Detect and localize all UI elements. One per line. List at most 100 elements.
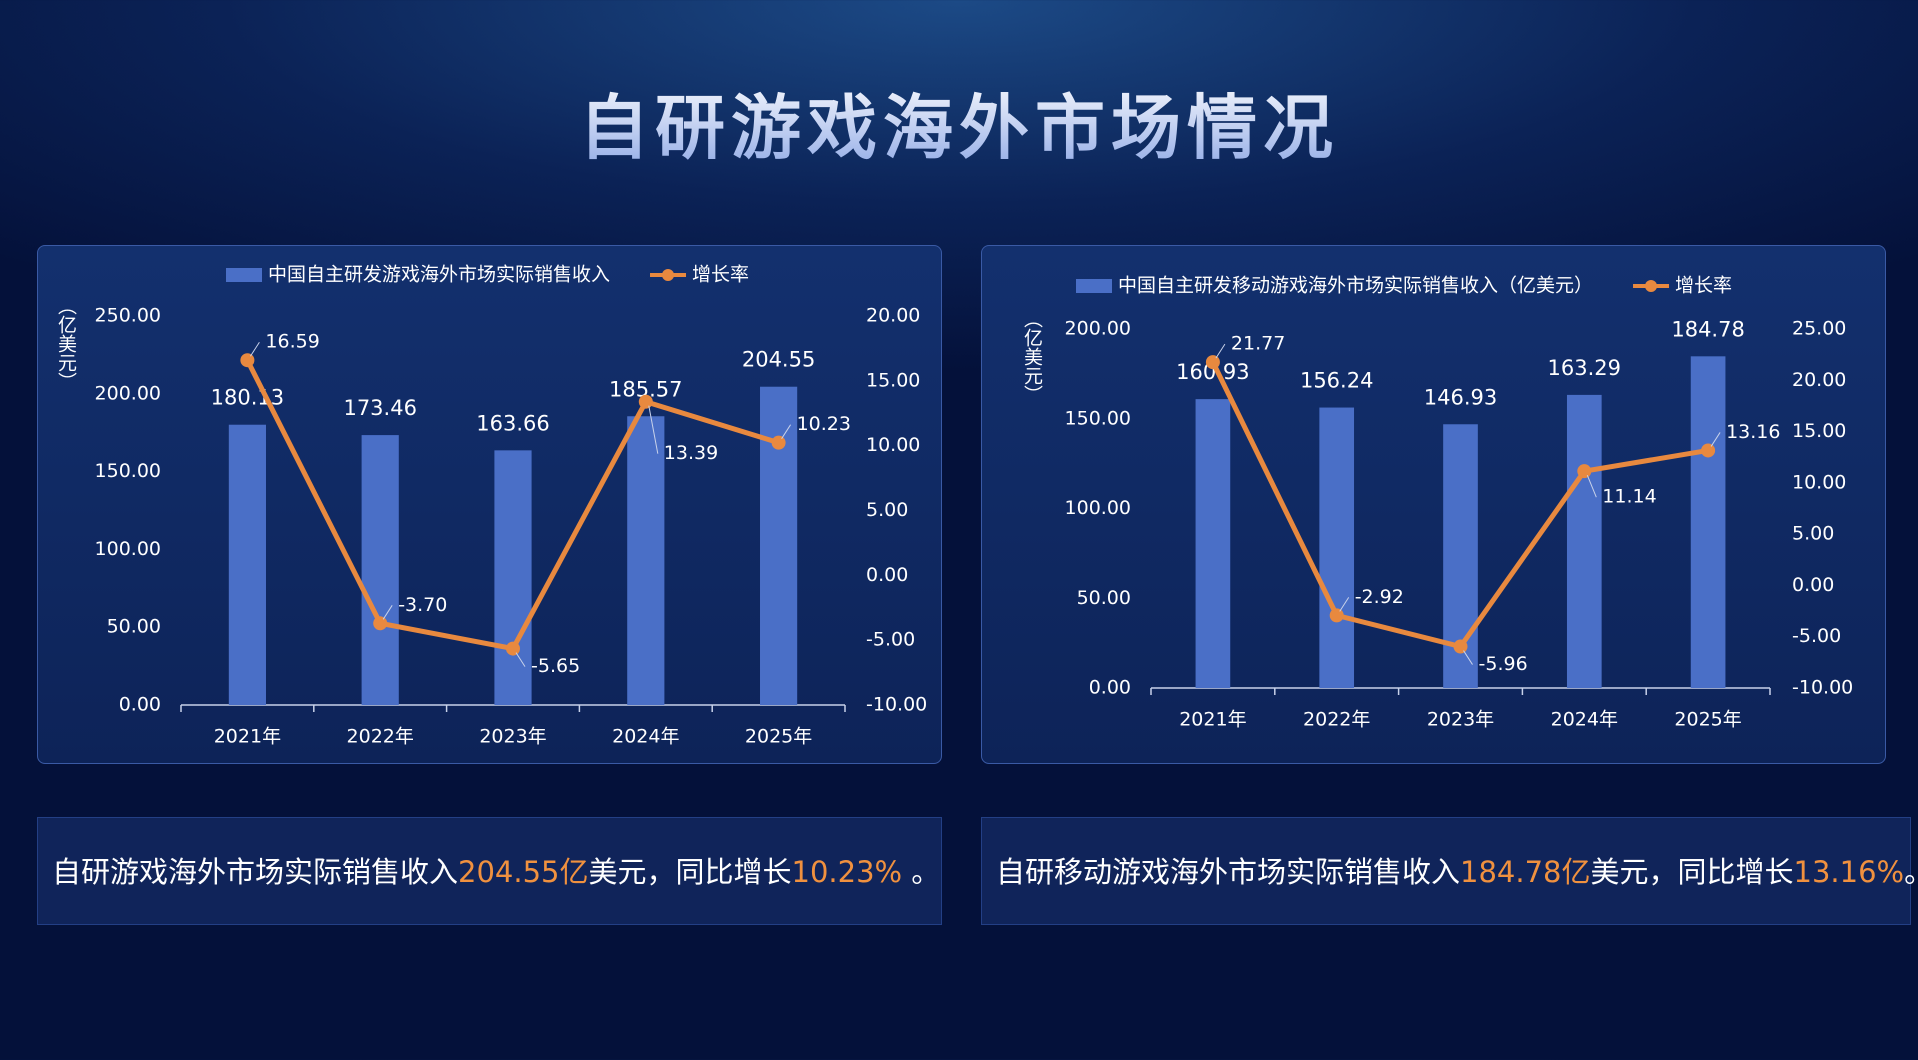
growth-value-label: -5.96 (1479, 653, 1528, 675)
y2-tick-label: 5.00 (866, 499, 908, 521)
y2-tick-label: 15.00 (866, 369, 920, 391)
growth-value-label: 13.16 (1726, 421, 1780, 443)
y2-tick-label: 15.00 (1792, 420, 1846, 442)
legend-swatch (1645, 280, 1658, 292)
y-tick-label: 100.00 (1065, 497, 1131, 519)
bar (1690, 356, 1726, 688)
y2-tick-label: -5.00 (866, 629, 915, 651)
chart: （亿美元） 0.00 50.00 100.00 150.00 200.00 -10.00 -5… (1021, 275, 1853, 731)
x-tick-label: 2022年 (1303, 709, 1370, 731)
legend-label: 中国自主研发游戏海外市场实际销售收入 (268, 264, 610, 286)
y-tick-label: 200.00 (95, 382, 161, 404)
growth-value-label: 16.59 (265, 331, 319, 353)
x-tick-label: 2021年 (214, 726, 281, 748)
y-tick-label: 150.00 (95, 460, 161, 482)
y2-tick-label: 10.00 (1792, 471, 1846, 493)
summary-text: 。 (902, 855, 941, 889)
bar (627, 416, 665, 705)
growth-value-label: 10.23 (797, 413, 851, 435)
summary: 自研游戏海外市场实际销售收入204.55亿美元，同比增长10.23% 。 (37, 817, 942, 925)
label-leader (249, 341, 260, 357)
x-tick-label: 2025年 (1674, 709, 1741, 731)
label-leader (382, 605, 393, 620)
y2-tick-label: -5.00 (1792, 625, 1841, 647)
growth-point (771, 435, 786, 450)
growth-point (1453, 639, 1468, 654)
label-leader (1215, 343, 1226, 359)
bar-value-label: 156.24 (1300, 369, 1373, 393)
summary-text: 美元，同比增长 (1590, 855, 1794, 889)
label-leader (648, 405, 659, 454)
bar (361, 435, 399, 705)
x-tick-label: 2021年 (1179, 709, 1246, 731)
growth-value-label: -3.70 (398, 594, 447, 616)
growth-point (373, 616, 388, 631)
legend-label: 增长率 (1675, 275, 1732, 297)
growth-point (1329, 608, 1344, 623)
label-leader (1463, 650, 1473, 665)
summary-text: 。 (1904, 855, 1918, 889)
summary-highlight: 10.23% (791, 855, 903, 889)
x-tick-label: 2023年 (1427, 709, 1494, 731)
summary-text: 自研移动游戏海外市场实际销售收入 (996, 855, 1461, 889)
summary-highlight: 184.78亿 (1460, 855, 1591, 889)
growth-point (240, 353, 255, 368)
growth-point (506, 641, 520, 656)
label-leader (1586, 474, 1597, 498)
summary-highlight: 13.16% (1793, 855, 1905, 889)
x-tick-label: 2024年 (612, 726, 679, 748)
label-leader (1710, 432, 1721, 447)
chart: （亿美元） 0.00 50.00 100.00 150.00 200.00 250.00 -1… (55, 264, 927, 748)
x-tick-label: 2023年 (479, 726, 546, 748)
y2-tick-label: 25.00 (1792, 318, 1846, 340)
y2-tick-label: -10.00 (1792, 677, 1853, 699)
legend-label: 中国自主研发移动游戏海外市场实际销售收入（亿美元） (1118, 275, 1593, 297)
summary: 自研移动游戏海外市场实际销售收入184.78亿美元，同比增长13.16%。 (981, 817, 1918, 925)
bar (228, 424, 266, 705)
y2-tick-label: 20.00 (1792, 369, 1846, 391)
chart-panel: （亿美元） 0.00 50.00 100.00 150.00 200.00 -10.00 -5… (981, 245, 1886, 764)
label-leader (515, 652, 526, 667)
summary-highlight: 204.55亿 (458, 855, 589, 889)
y-tick-label: 100.00 (95, 538, 161, 560)
growth-point (1577, 464, 1592, 479)
x-tick-label: 2025年 (745, 726, 812, 748)
y-tick-label: 50.00 (1077, 587, 1131, 609)
summary-text: 自研游戏海外市场实际销售收入 (52, 855, 459, 889)
growth-point (638, 394, 653, 409)
growth-value-label: -5.65 (531, 655, 580, 677)
bar-value-label: 163.29 (1548, 356, 1621, 380)
bar-value-label: 173.46 (343, 396, 416, 420)
legend-swatch (226, 268, 262, 282)
summary-text: 美元，同比增长 (588, 855, 792, 889)
growth-value-label: 11.14 (1602, 486, 1656, 508)
y2-tick-label: 20.00 (866, 305, 920, 327)
y-axis-title: （亿美元） (55, 296, 77, 391)
legend-label: 增长率 (692, 264, 749, 286)
growth-value-label: 13.39 (664, 442, 718, 464)
label-leader (781, 424, 792, 439)
legend-swatch (1076, 279, 1112, 293)
bar-value-label: 204.55 (742, 348, 815, 372)
y2-tick-label: -10.00 (866, 694, 927, 716)
bar-value-label: 146.93 (1424, 385, 1497, 409)
y-tick-label: 0.00 (1089, 677, 1131, 699)
legend-swatch (662, 269, 675, 281)
page-title: 自研游戏海外市场情况 (0, 72, 1918, 173)
bar (1319, 407, 1355, 688)
chart-panel: （亿美元） 0.00 50.00 100.00 150.00 200.00 250.00 -1… (37, 245, 942, 764)
growth-value-label: 21.77 (1231, 333, 1285, 355)
y2-tick-label: 0.00 (1792, 574, 1834, 596)
y2-tick-label: 0.00 (866, 564, 908, 586)
bar (1566, 394, 1602, 688)
label-leader (1339, 597, 1350, 612)
x-tick-label: 2024年 (1551, 709, 1618, 731)
bar-value-label: 163.66 (476, 411, 549, 435)
bar (1195, 399, 1231, 688)
x-tick-label: 2022年 (347, 726, 414, 748)
y-tick-label: 50.00 (107, 616, 161, 638)
growth-value-label: -2.92 (1355, 586, 1404, 608)
growth-point (1205, 355, 1220, 370)
y2-tick-label: 5.00 (1792, 523, 1834, 545)
